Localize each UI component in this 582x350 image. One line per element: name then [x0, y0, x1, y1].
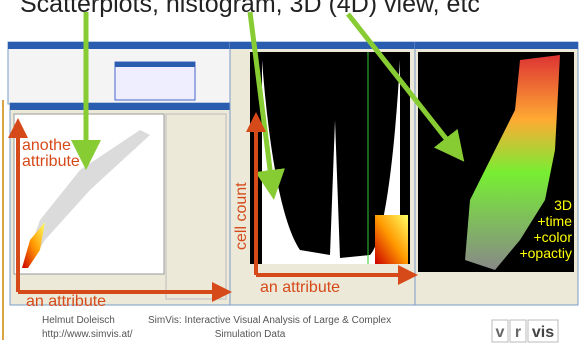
- titlebar: [115, 62, 195, 67]
- author: Helmut Doleisch: [42, 315, 115, 326]
- logo-text: r: [515, 324, 521, 341]
- titlebar: [415, 42, 578, 49]
- talk-title: SimVis: Interactive Visual Analysis of L…: [148, 315, 391, 326]
- axis-label: an attribute: [260, 279, 340, 296]
- view-label: +color: [533, 229, 572, 245]
- highlight: [375, 215, 408, 264]
- logo-text: vis: [532, 324, 554, 341]
- slide: Scatterplots, histogram, 3D (4D) view, e…: [0, 0, 582, 345]
- controls: [166, 114, 226, 299]
- titlebar: [10, 103, 230, 110]
- axis-label: anothe: [22, 137, 71, 154]
- url: http://www.simvis.at/: [42, 329, 133, 340]
- view-label: +time: [537, 213, 572, 229]
- talk-title: Simulation Data: [215, 329, 286, 340]
- titlebar: [8, 42, 230, 49]
- logo-text: v: [496, 324, 505, 341]
- dialog: [115, 62, 195, 100]
- axis-label: an attribute: [26, 293, 106, 310]
- view-label: 3D: [554, 197, 572, 213]
- axis-label: cell count: [233, 182, 250, 250]
- axis-label: attribute: [22, 153, 80, 170]
- titlebar: [230, 42, 415, 49]
- view-label: +opactiy: [519, 245, 572, 261]
